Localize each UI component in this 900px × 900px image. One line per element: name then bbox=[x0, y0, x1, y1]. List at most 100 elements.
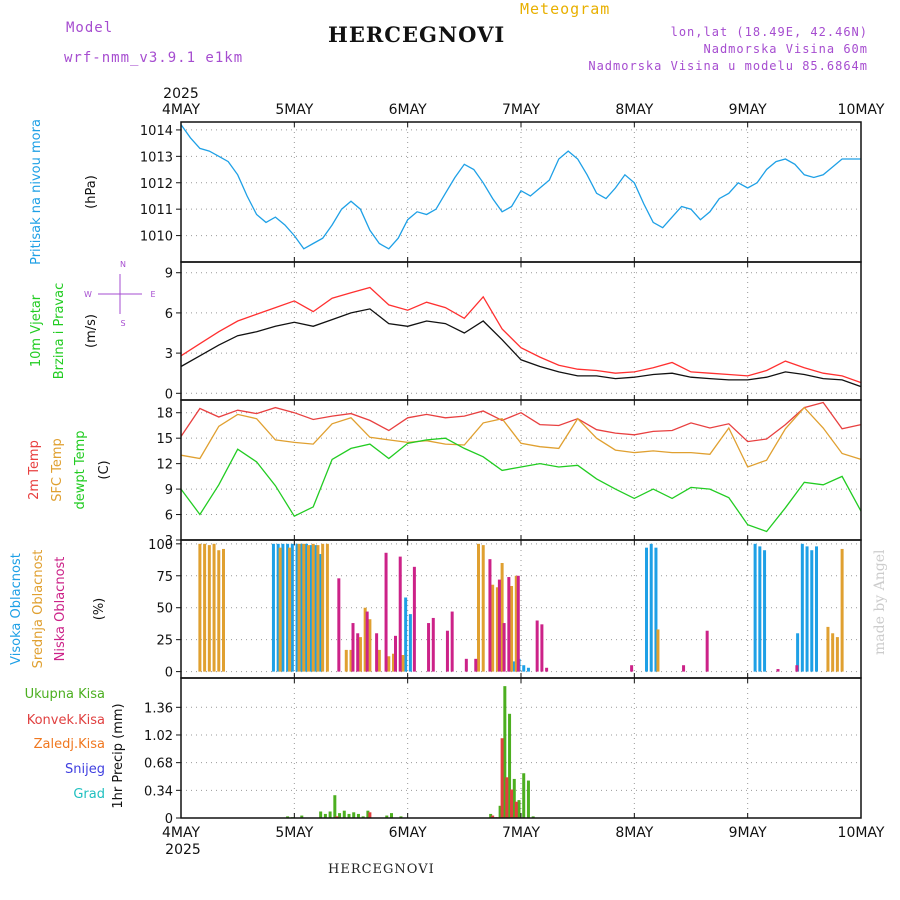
bar-srednja-oblacnost bbox=[656, 629, 660, 672]
y-tick-label-clouds: 25 bbox=[156, 634, 173, 649]
bar-visoka-oblacnost bbox=[526, 667, 530, 672]
bar-visoka-oblacnost bbox=[805, 546, 809, 672]
bar-srednja-oblacnost bbox=[344, 649, 348, 672]
bar-visoka-oblacnost bbox=[645, 547, 648, 672]
bar-niska-oblacnost bbox=[502, 623, 506, 672]
bar-niska-oblacnost bbox=[365, 611, 369, 672]
ylabel-temp-1: SFC Temp bbox=[50, 438, 65, 502]
compass-west: W bbox=[84, 290, 92, 299]
series-dewpt-temp bbox=[180, 437, 862, 533]
y-tick-label-precip: 0 bbox=[165, 812, 173, 827]
bar-visoka-oblacnost bbox=[309, 545, 313, 672]
x-tick-label-bottom: 7MAY bbox=[502, 825, 540, 841]
bar-niska-oblacnost bbox=[427, 623, 431, 672]
ylabel-cloud-0: Visoka Oblacnost bbox=[9, 553, 24, 665]
bar-konvek.kisa bbox=[510, 789, 514, 818]
y-tick-label-pressure: 1011 bbox=[140, 203, 173, 218]
bar-visoka-oblacnost bbox=[319, 554, 323, 672]
bar-niska-oblacnost bbox=[431, 617, 435, 672]
y-tick-label-temperature: 9 bbox=[165, 483, 173, 498]
bar-ukupna-kisa bbox=[531, 816, 535, 818]
ylabel-wind-2: Brzina i Pravac bbox=[52, 283, 67, 380]
bar-visoka-oblacnost bbox=[763, 550, 767, 672]
y-tick-label-clouds: 0 bbox=[165, 666, 173, 681]
bar-srednja-oblacnost bbox=[491, 584, 495, 672]
ylabel-cloud-2: Niska Oblacnost bbox=[53, 557, 68, 662]
unit-temperature: (C) bbox=[97, 460, 112, 479]
bar-srednja-oblacnost bbox=[477, 543, 480, 672]
bar-srednja-oblacnost bbox=[826, 626, 830, 672]
legend-precip-1: Konvek.Kisa bbox=[27, 713, 105, 728]
bar-srednja-oblacnost bbox=[217, 550, 221, 672]
bar-ukupna-kisa bbox=[526, 780, 530, 818]
bar-niska-oblacnost bbox=[412, 566, 416, 672]
bar-srednja-oblacnost bbox=[377, 649, 381, 672]
panel-temperature bbox=[176, 399, 862, 541]
bar-niska-oblacnost bbox=[474, 658, 478, 672]
bar-niska-oblacnost bbox=[776, 669, 780, 672]
unit-wind: (m/s) bbox=[84, 314, 99, 348]
series-udar bbox=[180, 286, 862, 384]
bar-srednja-oblacnost bbox=[481, 545, 485, 672]
bar-ukupna-kisa bbox=[347, 813, 351, 818]
model-name: wrf-nmm_v3.9.1 e1km bbox=[64, 50, 244, 66]
bar-srednja-oblacnost bbox=[401, 655, 405, 672]
y-tick-label-temperature: 3 bbox=[165, 534, 173, 549]
y-tick-label-temperature: 18 bbox=[156, 407, 173, 422]
bar-ukupna-kisa bbox=[352, 812, 356, 818]
bar-srednja-oblacnost bbox=[307, 545, 310, 672]
bar-visoka-oblacnost bbox=[276, 543, 280, 672]
bar-ukupna-kisa bbox=[323, 813, 327, 818]
x-tick-label-top: 7MAY bbox=[502, 102, 540, 118]
bar-ukupna-kisa bbox=[300, 815, 304, 818]
bar-srednja-oblacnost bbox=[514, 575, 518, 672]
bar-niska-oblacnost bbox=[445, 630, 449, 672]
bar-niska-oblacnost bbox=[375, 633, 379, 672]
credit-watermark: made by Angel bbox=[872, 549, 888, 656]
y-tick-label-wind: 9 bbox=[165, 267, 173, 282]
x-tick-label-top: 6MAY bbox=[389, 102, 427, 118]
bar-visoka-oblacnost bbox=[512, 661, 516, 672]
x-tick-label-top: 10MAY bbox=[838, 102, 885, 118]
footer-station: HERCEGNOVI bbox=[328, 862, 435, 877]
bar-visoka-oblacnost bbox=[305, 543, 308, 672]
panel-wind bbox=[98, 261, 862, 401]
legend-precip-3: Snijeg bbox=[65, 762, 105, 777]
bar-visoka-oblacnost bbox=[758, 546, 762, 672]
x-tick-label-top: 9MAY bbox=[729, 102, 767, 118]
y-tick-label-wind: 0 bbox=[165, 387, 173, 402]
y-tick-label-pressure: 1010 bbox=[140, 230, 173, 245]
y-tick-label-clouds: 50 bbox=[156, 602, 173, 617]
series-pritisak-na-nivou-mora bbox=[180, 124, 861, 250]
bar-srednja-oblacnost bbox=[321, 543, 325, 672]
bar-srednja-oblacnost bbox=[510, 586, 514, 672]
bar-ukupna-kisa bbox=[366, 810, 370, 818]
bar-konvek.kisa bbox=[368, 812, 372, 818]
bar-visoka-oblacnost bbox=[654, 547, 658, 672]
bar-srednja-oblacnost bbox=[212, 543, 216, 672]
bar-niska-oblacnost bbox=[705, 630, 709, 672]
year-label-bottom: 2025 bbox=[165, 842, 201, 858]
legend-precip-0: Ukupna Kisa bbox=[25, 687, 105, 702]
x-tick-label-bottom: 9MAY bbox=[729, 825, 767, 841]
x-tick-label-top: 5MAY bbox=[275, 102, 313, 118]
year-label-top: 2025 bbox=[163, 86, 199, 102]
series-sfc-temp bbox=[180, 406, 862, 468]
compass-north: N bbox=[120, 260, 126, 269]
bar-ukupna-kisa bbox=[338, 813, 342, 818]
bar-ukupna-kisa bbox=[333, 795, 337, 818]
bar-niska-oblacnost bbox=[535, 620, 539, 672]
bar-niska-oblacnost bbox=[630, 665, 634, 672]
bar-srednja-oblacnost bbox=[840, 548, 844, 672]
bar-ukupna-kisa bbox=[286, 816, 290, 818]
compass-south: S bbox=[120, 319, 125, 328]
bar-niska-oblacnost bbox=[351, 623, 355, 672]
legend-precip-4: Grad bbox=[73, 787, 105, 802]
bar-ukupna-kisa bbox=[498, 805, 502, 818]
bar-niska-oblacnost bbox=[545, 667, 549, 672]
bar-ukupna-kisa bbox=[522, 773, 526, 818]
bar-visoka-oblacnost bbox=[295, 543, 299, 672]
bar-konvek.kisa bbox=[514, 801, 518, 818]
bar-visoka-oblacnost bbox=[290, 543, 294, 672]
series-2m-temp bbox=[180, 401, 862, 443]
